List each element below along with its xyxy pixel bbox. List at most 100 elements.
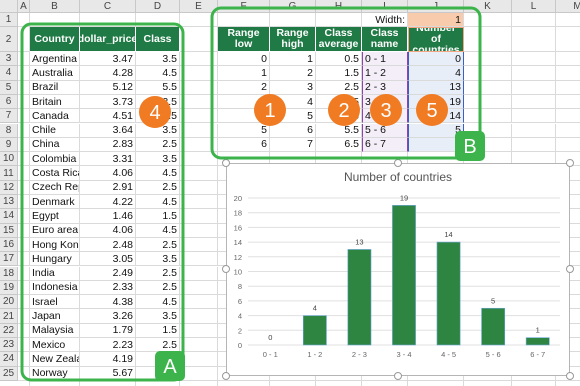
cell[interactable] <box>18 380 30 386</box>
cell[interactable]: Malaysia <box>30 323 80 338</box>
column-header[interactable]: B <box>30 0 80 13</box>
row-header[interactable]: 18 <box>0 266 18 281</box>
cell[interactable]: 5.67 <box>80 366 136 381</box>
cell[interactable] <box>270 13 316 27</box>
cell[interactable]: 2.23 <box>80 338 136 353</box>
cell[interactable]: 4.5 <box>136 109 180 124</box>
cell[interactable] <box>556 367 580 381</box>
row-header[interactable]: 5 <box>0 80 18 95</box>
cell[interactable]: Britain <box>30 94 80 110</box>
cell[interactable]: Chile <box>30 123 80 138</box>
cell[interactable]: 4.5 <box>136 166 180 181</box>
cell[interactable]: 3.5 <box>136 152 180 167</box>
cell[interactable]: 0 <box>408 52 464 67</box>
cell[interactable] <box>180 295 218 310</box>
cell[interactable] <box>512 13 556 27</box>
cell[interactable]: 6 - 7 <box>362 137 408 153</box>
cell[interactable] <box>464 137 512 153</box>
row-header[interactable]: 4 <box>0 66 18 81</box>
cell[interactable]: Range low <box>218 27 270 52</box>
cell[interactable] <box>512 80 556 95</box>
cell[interactable]: 3.5 <box>136 252 180 267</box>
row-header[interactable]: 3 <box>0 52 18 67</box>
cell[interactable]: 5.5 <box>136 80 180 95</box>
cell[interactable]: 5 <box>408 123 464 138</box>
cell[interactable] <box>556 138 580 153</box>
cell[interactable] <box>18 180 30 195</box>
cell[interactable] <box>18 52 30 67</box>
cell[interactable] <box>464 52 512 67</box>
cell[interactable] <box>18 80 30 95</box>
cell[interactable]: 2.5 <box>136 338 180 353</box>
cell[interactable]: Hong Kong <box>30 237 80 253</box>
cell[interactable] <box>464 123 512 138</box>
cell[interactable]: Canada <box>30 109 80 124</box>
row-header[interactable]: 24 <box>0 352 18 367</box>
cell[interactable] <box>18 352 30 367</box>
cell[interactable] <box>464 380 512 386</box>
cell[interactable] <box>556 381 580 386</box>
cell[interactable]: 1 <box>218 66 270 81</box>
cell[interactable]: 4.06 <box>80 223 136 238</box>
cell[interactable]: 4.22 <box>80 195 136 210</box>
cell[interactable] <box>18 266 30 281</box>
cell[interactable]: 2 <box>218 80 270 95</box>
cell[interactable] <box>18 123 30 138</box>
cell[interactable] <box>180 309 218 324</box>
cell[interactable] <box>18 27 30 52</box>
column-header[interactable]: A <box>18 0 30 13</box>
cell[interactable] <box>512 27 556 52</box>
cell[interactable] <box>18 66 30 81</box>
cell[interactable]: 6 <box>270 123 316 138</box>
cell[interactable]: dollar_price <box>80 27 136 52</box>
cell[interactable] <box>556 66 580 81</box>
cell[interactable]: 3.5 <box>136 123 180 138</box>
cell[interactable]: 0.5 <box>316 52 362 67</box>
cell[interactable]: 4.5 <box>136 223 180 238</box>
cell[interactable]: 3.05 <box>80 252 136 267</box>
cell[interactable] <box>136 380 180 386</box>
cell[interactable]: 2.48 <box>80 237 136 253</box>
cell[interactable]: 1.5 <box>136 323 180 338</box>
cell[interactable] <box>180 280 218 296</box>
cell[interactable]: 4 <box>408 66 464 81</box>
cell[interactable]: 3.31 <box>80 152 136 167</box>
cell[interactable]: 2.5 <box>136 280 180 296</box>
cell[interactable]: Class name <box>362 27 408 52</box>
cell[interactable] <box>18 13 30 27</box>
row-header[interactable]: 20 <box>0 295 18 310</box>
cell[interactable] <box>180 223 218 238</box>
cell[interactable]: 1.46 <box>80 209 136 224</box>
cell[interactable] <box>18 137 30 153</box>
cell[interactable] <box>180 237 218 253</box>
cell[interactable]: 4 <box>270 94 316 110</box>
cell[interactable]: Norway <box>30 366 80 381</box>
cell[interactable] <box>18 109 30 124</box>
cell[interactable] <box>180 266 218 281</box>
cell[interactable]: 0 - 1 <box>362 52 408 67</box>
row-header[interactable]: 9 <box>0 137 18 153</box>
cell[interactable] <box>18 223 30 238</box>
cell[interactable] <box>180 209 218 224</box>
cell[interactable] <box>180 252 218 267</box>
row-header[interactable]: 7 <box>0 109 18 124</box>
cell[interactable] <box>180 338 218 353</box>
cell[interactable]: 2.33 <box>80 280 136 296</box>
row-header[interactable]: 12 <box>0 180 18 195</box>
cell[interactable] <box>18 237 30 253</box>
cell[interactable]: New Zealand <box>30 352 80 367</box>
cell[interactable] <box>556 109 580 124</box>
cell[interactable] <box>408 380 464 386</box>
cell[interactable] <box>180 13 218 27</box>
cell[interactable]: Egypt <box>30 209 80 224</box>
row-header[interactable]: 17 <box>0 252 18 267</box>
cell[interactable] <box>180 352 218 367</box>
cell[interactable]: 4.51 <box>80 109 136 124</box>
cell[interactable] <box>512 66 556 81</box>
row-header[interactable]: 11 <box>0 166 18 181</box>
column-header[interactable]: G <box>270 0 316 13</box>
cell[interactable]: 14 <box>408 109 464 124</box>
cell[interactable] <box>218 380 270 386</box>
cell[interactable] <box>18 280 30 296</box>
cell[interactable] <box>512 380 556 386</box>
